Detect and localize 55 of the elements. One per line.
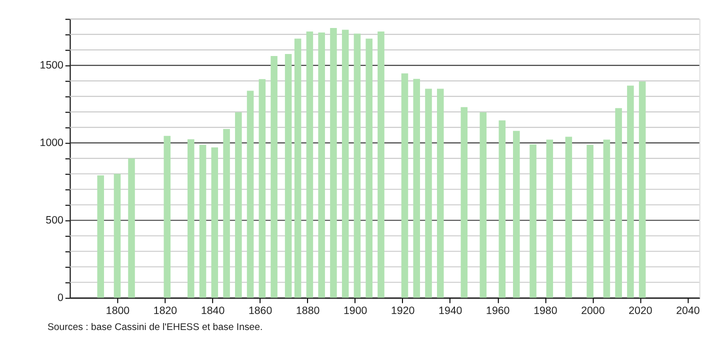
- bar: [378, 32, 384, 298]
- bar: [114, 174, 121, 298]
- bar: [460, 107, 468, 298]
- bar: [164, 136, 171, 298]
- x-tick-label: 1820: [153, 304, 178, 317]
- bar: [235, 112, 242, 298]
- bar: [211, 147, 218, 298]
- bar: [306, 32, 314, 298]
- x-tick-label: 2040: [676, 304, 700, 317]
- bar: [342, 30, 349, 298]
- bar: [530, 144, 536, 298]
- x-tick-label: 1860: [248, 304, 272, 317]
- bar: [294, 38, 302, 298]
- bar: [413, 78, 420, 298]
- bar: [97, 175, 104, 298]
- source-note: Sources : base Cassini de l'EHESS et base Insee.: [47, 322, 263, 333]
- bar: [498, 120, 506, 298]
- bar: [565, 136, 572, 298]
- x-tick-label: 1920: [391, 304, 415, 317]
- bar: [223, 129, 230, 298]
- x-tick-label: 1840: [200, 304, 225, 317]
- bar: [425, 88, 432, 298]
- bar: [638, 81, 646, 298]
- x-tick-label: 2000: [581, 304, 605, 317]
- bar: [330, 28, 337, 298]
- bar: [246, 90, 254, 298]
- x-tick-label: 1900: [343, 304, 368, 317]
- y-tick-label: 1000: [40, 137, 64, 150]
- y-tick-label: 1500: [40, 60, 64, 72]
- bar: [615, 108, 622, 298]
- bar: [586, 144, 594, 298]
- bar: [480, 112, 487, 298]
- bar: [188, 139, 194, 298]
- x-tick-label: 1980: [534, 304, 558, 317]
- bar: [603, 140, 610, 298]
- bar: [270, 56, 278, 298]
- y-tick-label: 0: [58, 292, 64, 304]
- bar: [284, 54, 292, 298]
- x-tick-label: 1800: [106, 304, 130, 317]
- x-tick-label: 1880: [296, 304, 320, 317]
- bar: [401, 73, 408, 298]
- bar: [627, 86, 634, 298]
- bar: [318, 32, 325, 298]
- bar: [436, 88, 444, 298]
- bar: [546, 140, 554, 298]
- x-tick-label: 1960: [486, 304, 510, 317]
- bar: [366, 38, 372, 298]
- bar: [128, 158, 135, 298]
- x-tick-label: 2020: [628, 304, 652, 317]
- bar: [258, 79, 266, 298]
- bar: [199, 144, 206, 298]
- bar: [354, 34, 361, 298]
- bar: [513, 130, 520, 298]
- y-tick-label: 500: [46, 214, 64, 227]
- x-tick-label: 1940: [438, 304, 462, 317]
